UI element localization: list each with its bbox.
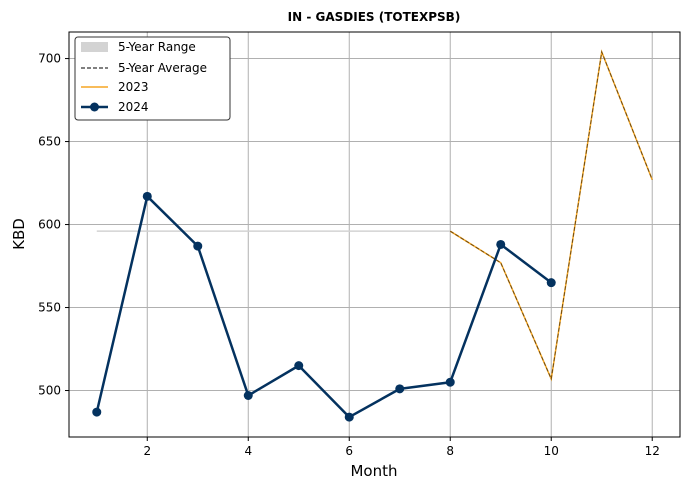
legend-label-range: 5-Year Range <box>118 40 196 54</box>
legend-swatch-range <box>81 42 108 52</box>
y-axis-title: KBD <box>10 218 28 250</box>
y-tick-label: 500 <box>38 384 61 398</box>
series-2024-point <box>546 278 556 288</box>
series-2024-point <box>445 377 455 387</box>
plot-area <box>92 49 653 422</box>
chart-title: IN - GASDIES (TOTEXPSB) <box>288 10 461 24</box>
series-2024-point <box>142 191 152 201</box>
series-2024-point <box>243 391 253 401</box>
series-2024-point <box>92 407 102 417</box>
x-axis-title: Month <box>350 462 397 480</box>
y-tick-label: 550 <box>38 301 61 315</box>
y-tick-label: 650 <box>38 135 61 149</box>
legend-frame <box>74 36 231 121</box>
x-tick-label: 4 <box>244 444 252 458</box>
series-5-year-average-line <box>449 50 653 381</box>
legend: 5-Year Range 5-Year Average 2023 2024 <box>74 36 231 121</box>
legend-label-2024: 2024 <box>118 100 149 114</box>
y-tick-label: 600 <box>38 218 61 232</box>
x-tick-label: 2 <box>143 444 151 458</box>
series-2024-point <box>496 239 506 249</box>
y-tick-label: 700 <box>38 52 61 66</box>
series-2024-line <box>95 195 552 419</box>
x-tick-label: 6 <box>345 444 353 458</box>
x-tick-label: 8 <box>446 444 454 458</box>
series-2024-point <box>395 384 405 394</box>
x-axis: 2 4 6 8 10 12 <box>143 437 660 458</box>
series-2024-point <box>193 241 203 251</box>
y-axis: 500 550 600 650 700 <box>38 52 69 398</box>
legend-label-average: 5-Year Average <box>118 61 207 75</box>
series-2024-point <box>294 361 304 371</box>
series-2024-point <box>344 412 354 422</box>
legend-label-2023: 2023 <box>118 80 149 94</box>
legend-swatch-2024-marker <box>90 102 99 112</box>
plot-frame <box>68 31 681 438</box>
x-tick-label: 10 <box>544 444 559 458</box>
x-tick-label: 12 <box>645 444 660 458</box>
